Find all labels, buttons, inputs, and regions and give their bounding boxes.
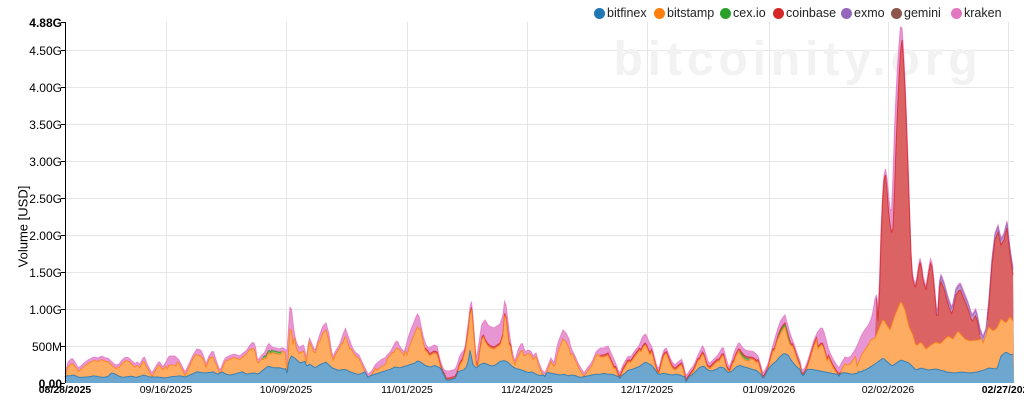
svg-text:bitcoinity.org: bitcoinity.org (613, 33, 982, 86)
